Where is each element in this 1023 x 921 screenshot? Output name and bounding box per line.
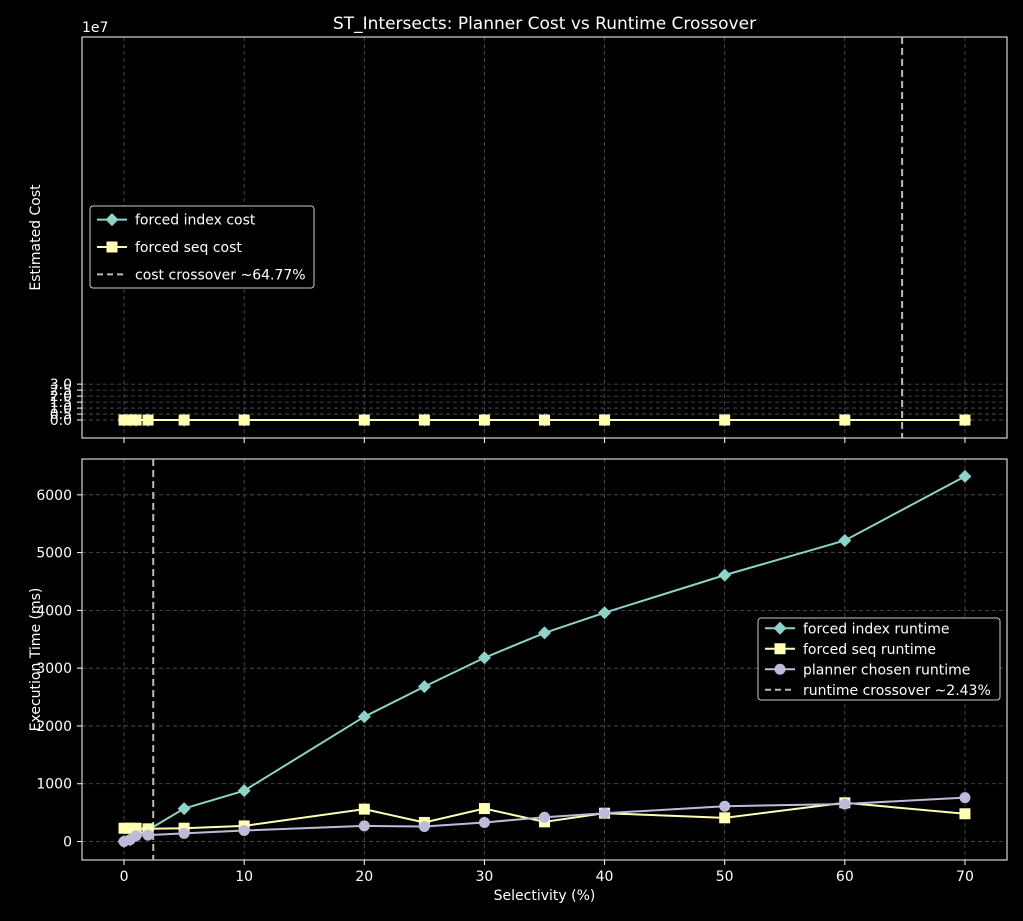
data-point: [124, 822, 136, 834]
legend: forced index cost forced seq cost cost cro…: [89, 205, 315, 289]
x-tick-label: 50: [716, 869, 734, 885]
data-point: [118, 414, 130, 426]
legend-marker: [774, 643, 786, 655]
cost-panel: 0.00.51.01.52.02.53.0 1e7 Estimated Cost fo…: [28, 20, 1008, 443]
y-tick-label: 3.0: [50, 377, 72, 393]
legend-marker: [773, 621, 787, 635]
legend-label: forced seq runtime: [803, 642, 936, 658]
data-point: [718, 568, 732, 582]
data-point: [478, 816, 490, 828]
data-point: [599, 807, 611, 819]
data-point: [958, 469, 972, 483]
x-tick-label: 40: [596, 869, 614, 885]
data-point: [130, 830, 142, 842]
legend-label: forced index cost: [135, 213, 256, 229]
y-axis-title: Execution Time (ms): [28, 588, 44, 732]
data-point: [142, 829, 154, 841]
y-tick-label: 0.0: [50, 413, 72, 429]
y-tick-label: 1.0: [50, 401, 72, 417]
y-tick-label: 0: [63, 835, 72, 851]
legend-box: [757, 617, 1001, 701]
y-tick-label: 1000: [36, 777, 72, 793]
data-point: [418, 820, 430, 832]
data-point: [238, 825, 250, 837]
data-point: [177, 802, 191, 816]
data-point: [959, 414, 971, 426]
x-tick-label: 60: [836, 869, 854, 885]
y-tick-label: 2000: [36, 719, 72, 735]
data-point: [719, 414, 731, 426]
plot-frame: [81, 458, 1008, 861]
x-tick-label: 0: [120, 869, 129, 885]
y-tick-label: 6000: [36, 488, 72, 504]
x-tick-label: 10: [235, 869, 253, 885]
data-point: [839, 414, 851, 426]
data-point: [358, 803, 370, 815]
data-point: [417, 680, 431, 694]
y-tick-label: 1.5: [50, 395, 72, 411]
legend: forced index runtime forced seq runtime pl…: [757, 617, 1001, 701]
legend-marker: [105, 213, 119, 227]
legend-marker: [106, 241, 118, 253]
data-point: [477, 651, 491, 665]
chart-title: ST_Intersects: Planner Cost vs Runtime C…: [333, 14, 756, 34]
legend-label: forced seq cost: [135, 240, 242, 256]
data-point: [142, 414, 154, 426]
data-point: [130, 414, 142, 426]
legend-label: runtime crossover ~2.43%: [803, 683, 991, 699]
data-point: [124, 414, 136, 426]
data-point: [178, 827, 190, 839]
data-point: [719, 812, 731, 824]
y-tick-label: 4000: [36, 603, 72, 619]
data-point: [838, 533, 852, 547]
data-point: [598, 606, 612, 620]
data-point: [599, 414, 611, 426]
legend-marker: [774, 663, 786, 675]
data-point: [178, 414, 190, 426]
x-axis-title: Selectivity (%): [494, 888, 596, 904]
data-point: [358, 820, 370, 832]
legend-label: forced index runtime: [803, 621, 949, 637]
y-tick-label: 0.5: [50, 407, 72, 423]
data-point: [118, 822, 130, 834]
data-point: [238, 414, 250, 426]
data-point: [539, 414, 550, 426]
y-tick-label: 2.5: [50, 383, 72, 399]
data-point: [478, 803, 490, 815]
y-tick-label: 5000: [36, 546, 72, 562]
runtime-panel: 0 10 20 30 40 50 60 70 0 1000 2000 3000 4000 5000 6000…: [28, 458, 1008, 885]
x-tick-label: 30: [476, 869, 494, 885]
data-point: [418, 414, 430, 426]
y-axis-title: Estimated Cost: [28, 184, 44, 291]
data-point: [357, 710, 371, 724]
x-tick-label: 70: [956, 869, 974, 885]
data-point: [719, 800, 731, 812]
legend-box: [89, 205, 315, 289]
data-point: [130, 822, 142, 834]
y-tick-label: 2.0: [50, 389, 72, 405]
data-point: [539, 811, 550, 823]
series-forced-seq-cost: [118, 414, 971, 426]
data-point: [478, 414, 490, 426]
legend-label: planner chosen runtime: [803, 662, 970, 678]
data-point: [538, 626, 551, 640]
data-point: [358, 414, 370, 426]
data-point: [237, 784, 251, 798]
data-point: [839, 798, 851, 810]
data-point: [959, 808, 971, 820]
x-tick-label: 20: [355, 869, 373, 885]
data-point: [142, 823, 154, 835]
y-tick-label: 3000: [36, 661, 72, 677]
legend-label: cost crossover ~64.77%: [135, 267, 306, 283]
series-planner-chosen-runtime: [118, 792, 971, 848]
y-offset-label: 1e7: [82, 20, 108, 36]
data-point: [959, 792, 971, 804]
plot-frame: [81, 36, 1008, 439]
